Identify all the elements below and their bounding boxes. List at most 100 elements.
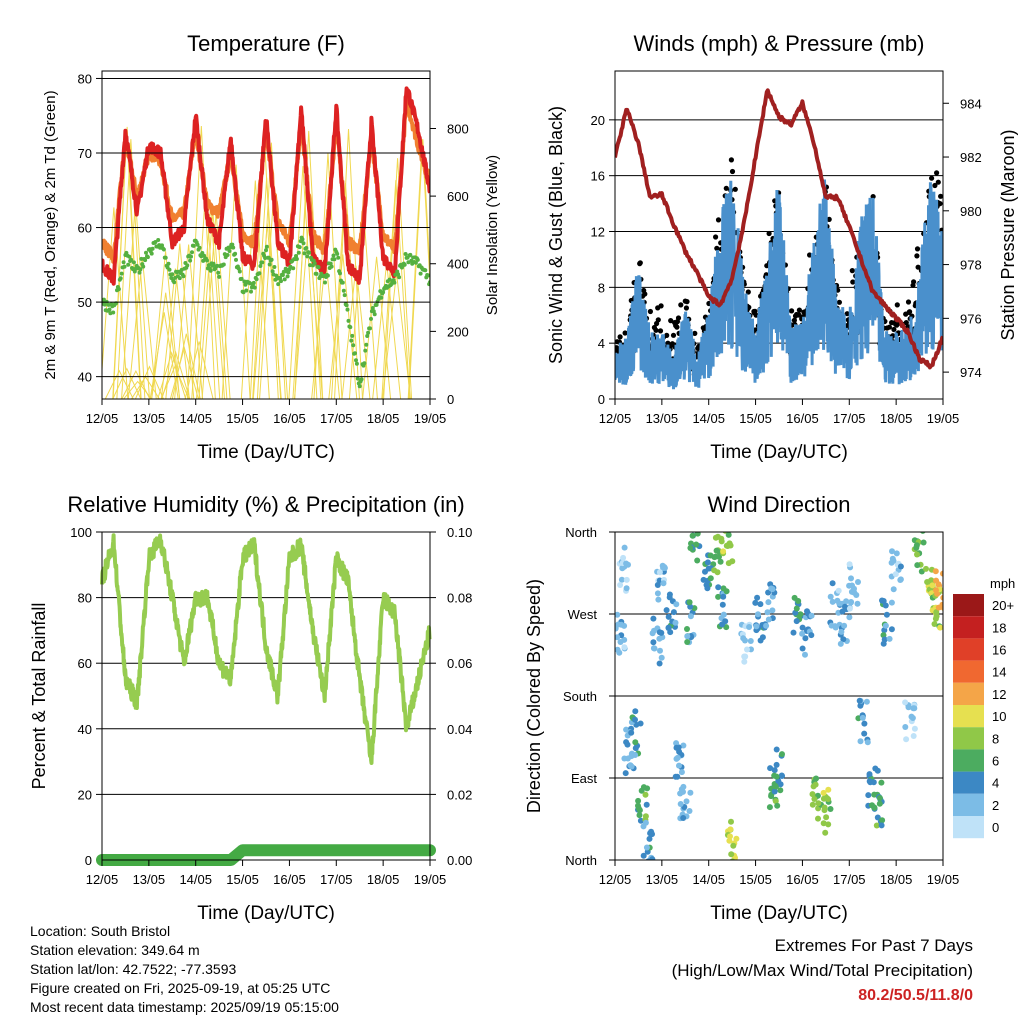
gust-point — [642, 291, 648, 297]
direction-point — [623, 576, 630, 583]
direction-point — [720, 585, 727, 592]
insolation-trace — [328, 254, 358, 399]
x-axis-label: Time (Day/UTC) — [197, 442, 335, 463]
dewpoint-point — [329, 264, 334, 269]
direction-point — [714, 569, 721, 576]
insolation-trace — [116, 139, 146, 399]
direction-point — [673, 601, 680, 608]
y2-tick-label: 976 — [960, 311, 982, 326]
insolation-trace — [221, 164, 251, 399]
direction-point — [632, 739, 639, 746]
insolation-trace — [294, 130, 324, 399]
x-tick-label: 14/05 — [179, 872, 212, 887]
legend-label: 10 — [992, 709, 1006, 724]
direction-point — [932, 615, 939, 622]
direction-point — [623, 585, 630, 592]
direction-point — [694, 517, 700, 523]
legend-label: 2 — [992, 798, 999, 813]
dewpoint-point — [332, 257, 337, 262]
insolation-trace — [134, 365, 164, 399]
direction-point — [638, 787, 645, 794]
direction-point — [878, 822, 885, 829]
direction-point — [621, 636, 628, 643]
dewpoint-point — [191, 243, 196, 248]
dewpoint-point — [372, 312, 377, 317]
dewpoint-point — [156, 238, 161, 242]
gust-point — [658, 303, 664, 309]
dewpoint-point — [197, 245, 202, 250]
direction-point — [935, 581, 942, 588]
direction-point — [693, 541, 700, 548]
y2-tick-label: 0.04 — [447, 722, 472, 737]
direction-point — [687, 789, 694, 796]
dewpoint-point — [362, 361, 367, 366]
direction-point — [742, 653, 749, 660]
direction-point — [704, 585, 711, 592]
wind-speed-line — [615, 179, 943, 390]
direction-point — [715, 593, 722, 600]
direction-point — [657, 647, 663, 654]
gust-point — [935, 179, 941, 185]
direction-point — [835, 587, 842, 594]
direction-point — [873, 822, 880, 829]
direction-point — [727, 833, 733, 840]
y-axis-label: Percent & Total Rainfall — [29, 603, 49, 790]
gust-point — [728, 157, 735, 163]
direction-point — [883, 611, 890, 618]
direction-point — [822, 829, 829, 836]
legend-swatch — [953, 594, 984, 617]
dewpoint-point — [102, 297, 106, 302]
direction-point — [654, 590, 661, 597]
direction-point — [646, 835, 653, 842]
x-tick-label: 12/05 — [86, 872, 119, 887]
dewpoint-point — [221, 262, 226, 267]
gust-point — [850, 279, 856, 285]
dewpoint-point — [325, 273, 330, 278]
direction-point — [696, 523, 702, 529]
direction-point — [837, 640, 844, 647]
gust-point — [683, 305, 690, 311]
insolation-trace — [171, 333, 201, 399]
insolation-trace — [102, 207, 129, 399]
plot-frame — [614, 70, 944, 400]
gust-point — [692, 330, 698, 336]
dewpoint-point — [418, 271, 423, 276]
direction-point — [838, 628, 845, 635]
y-tick-label: 70 — [78, 146, 92, 161]
dewpoint-point — [160, 243, 164, 248]
direction-point — [684, 633, 691, 640]
direction-point — [820, 789, 827, 796]
direction-point — [889, 548, 895, 555]
y-tick-label: South — [563, 689, 597, 704]
x-tick-label: 19/05 — [414, 411, 447, 426]
direction-point — [874, 814, 881, 821]
gust-point — [836, 299, 843, 305]
direction-point — [694, 532, 697, 533]
y2-tick-label: 0.08 — [447, 591, 472, 606]
direction-point — [617, 582, 624, 588]
direction-point — [632, 708, 639, 715]
y2-tick-label: 974 — [960, 365, 982, 380]
gust-point — [637, 260, 643, 266]
dewpoint-point — [170, 272, 175, 277]
dewpoint-point — [364, 342, 369, 347]
dewpoint-point — [127, 254, 132, 259]
direction-point — [715, 584, 722, 591]
direction-point — [773, 746, 780, 753]
direction-point — [704, 559, 711, 566]
legend-label: 16 — [992, 643, 1006, 658]
panel-title: Winds (mph) & Pressure (mb) — [634, 31, 925, 56]
recent-text: Most recent data timestamp: 2025/09/19 0… — [30, 999, 339, 1015]
direction-point — [924, 579, 931, 585]
y-tick-label: 0 — [85, 853, 92, 868]
direction-point — [648, 828, 655, 835]
dewpoint-point — [267, 262, 272, 267]
dewpoint-point — [225, 253, 230, 257]
dewpoint-point — [111, 310, 116, 315]
direction-point — [700, 576, 707, 583]
insolation-trace — [184, 341, 214, 399]
direction-point — [650, 639, 657, 646]
y-tick-label: 20 — [591, 113, 605, 128]
x-axis-label: Time (Day/UTC) — [710, 442, 848, 463]
direction-point — [929, 582, 936, 589]
